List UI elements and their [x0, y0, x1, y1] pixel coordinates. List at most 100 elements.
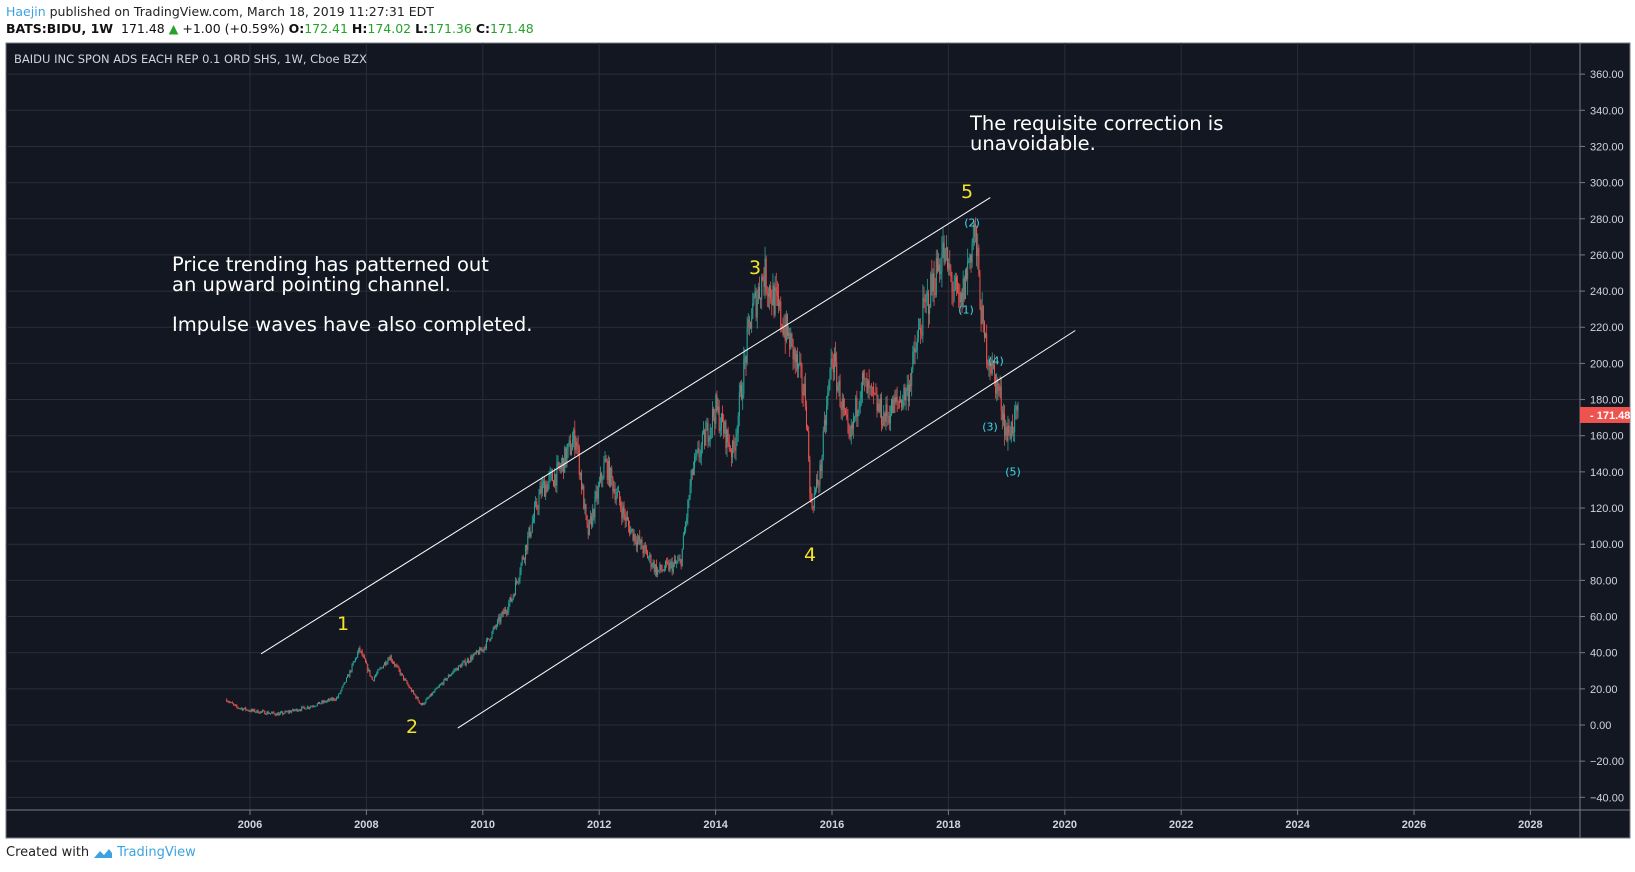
- chart-background: [5, 42, 1631, 839]
- candle-body: [794, 349, 796, 363]
- candle-body: [743, 358, 745, 395]
- candle-body: [961, 292, 963, 307]
- candle-body: [419, 702, 421, 704]
- candle-body: [700, 445, 702, 457]
- candle-body: [798, 363, 800, 369]
- channel-lower-line: [457, 330, 1076, 729]
- candle-body: [797, 354, 799, 369]
- subwave-label-4: (4): [988, 354, 1004, 368]
- candle-body: [488, 638, 490, 640]
- candle-body: [257, 710, 259, 714]
- candle-body: [910, 384, 912, 387]
- candle-body: [955, 277, 957, 283]
- candle-body: [844, 408, 846, 410]
- candle-body: [1008, 425, 1010, 434]
- candle-body: [341, 687, 343, 691]
- y-tick-label: 220.00: [1590, 322, 1624, 334]
- candle-body: [369, 669, 371, 676]
- candle-body: [991, 360, 993, 374]
- candle-body: [898, 402, 900, 403]
- candle-body: [779, 301, 781, 307]
- candle-body: [904, 387, 906, 401]
- candle-body: [453, 669, 455, 672]
- author-link[interactable]: Haejin: [6, 4, 46, 19]
- candle-body: [636, 539, 638, 547]
- candle-body: [658, 569, 660, 571]
- candle-body: [948, 263, 950, 269]
- candle-body: [825, 420, 827, 425]
- candle-body: [699, 456, 701, 458]
- candle-body: [856, 397, 858, 417]
- candle-body: [959, 293, 961, 303]
- candle-body: [647, 551, 649, 559]
- channel-upper-line: [260, 197, 991, 655]
- candle-body: [610, 467, 612, 486]
- candle-body: [534, 506, 536, 519]
- candle-body: [288, 711, 290, 713]
- candle-body: [615, 495, 617, 500]
- candle-body: [683, 531, 685, 536]
- candle-body: [629, 525, 631, 535]
- candle-body: [640, 539, 642, 544]
- x-tick-label: 2008: [354, 819, 378, 831]
- candle-body: [235, 705, 237, 706]
- candle-body: [251, 709, 253, 711]
- candle-body: [730, 450, 732, 458]
- candle-body: [999, 386, 1001, 391]
- candle-body: [290, 711, 292, 713]
- candle-body: [316, 703, 318, 706]
- candle-body: [644, 545, 646, 548]
- candle-body: [628, 520, 630, 526]
- candle-body: [833, 353, 835, 373]
- candle-body: [442, 683, 444, 685]
- candle-body: [370, 675, 372, 677]
- candle-body: [284, 711, 286, 714]
- candle-body: [982, 306, 984, 322]
- created-with-text: Created with: [6, 845, 90, 860]
- candle-body: [577, 444, 579, 448]
- candle-body: [704, 429, 706, 446]
- tradingview-link[interactable]: TradingView: [117, 845, 196, 860]
- candle-body: [400, 673, 402, 675]
- candle-body: [574, 429, 576, 451]
- low-value: 171.36: [428, 21, 472, 36]
- candle-body: [277, 713, 279, 716]
- footer: Created with TradingView: [6, 845, 196, 860]
- candle-body: [882, 424, 884, 426]
- candle-body: [1013, 432, 1015, 434]
- y-tick-label: 60.00: [1590, 612, 1618, 624]
- candle-body: [1002, 414, 1004, 420]
- candle-body: [397, 666, 399, 668]
- candle-body: [841, 398, 843, 411]
- y-tick-label: −20.00: [1590, 756, 1624, 768]
- candle-body: [602, 478, 604, 480]
- candle-body: [570, 450, 572, 455]
- candle-body: [606, 460, 608, 480]
- candle-body: [255, 711, 257, 713]
- candle-body: [980, 308, 982, 325]
- candle-body: [781, 324, 783, 329]
- candle-body: [433, 692, 435, 693]
- candle-body: [381, 667, 383, 669]
- wave-label-3: 3: [748, 257, 762, 279]
- up-triangle-icon: ▲: [168, 21, 179, 36]
- candle-body: [310, 706, 312, 708]
- candle-body: [939, 264, 941, 275]
- candle-body: [519, 572, 521, 579]
- candle-body: [651, 566, 653, 568]
- candle-body: [357, 652, 359, 658]
- candle-body: [427, 697, 429, 699]
- candle-body: [362, 655, 364, 657]
- candle-body: [262, 710, 264, 712]
- candle-body: [487, 638, 489, 640]
- candle-body: [944, 249, 946, 263]
- candle-body: [450, 674, 452, 677]
- candle-body: [776, 291, 778, 296]
- candle-body: [996, 379, 998, 394]
- candle-body: [809, 459, 811, 494]
- candle-body: [454, 669, 456, 671]
- candle-body: [767, 293, 769, 297]
- candle-body: [473, 653, 475, 656]
- candle-body: [821, 456, 823, 472]
